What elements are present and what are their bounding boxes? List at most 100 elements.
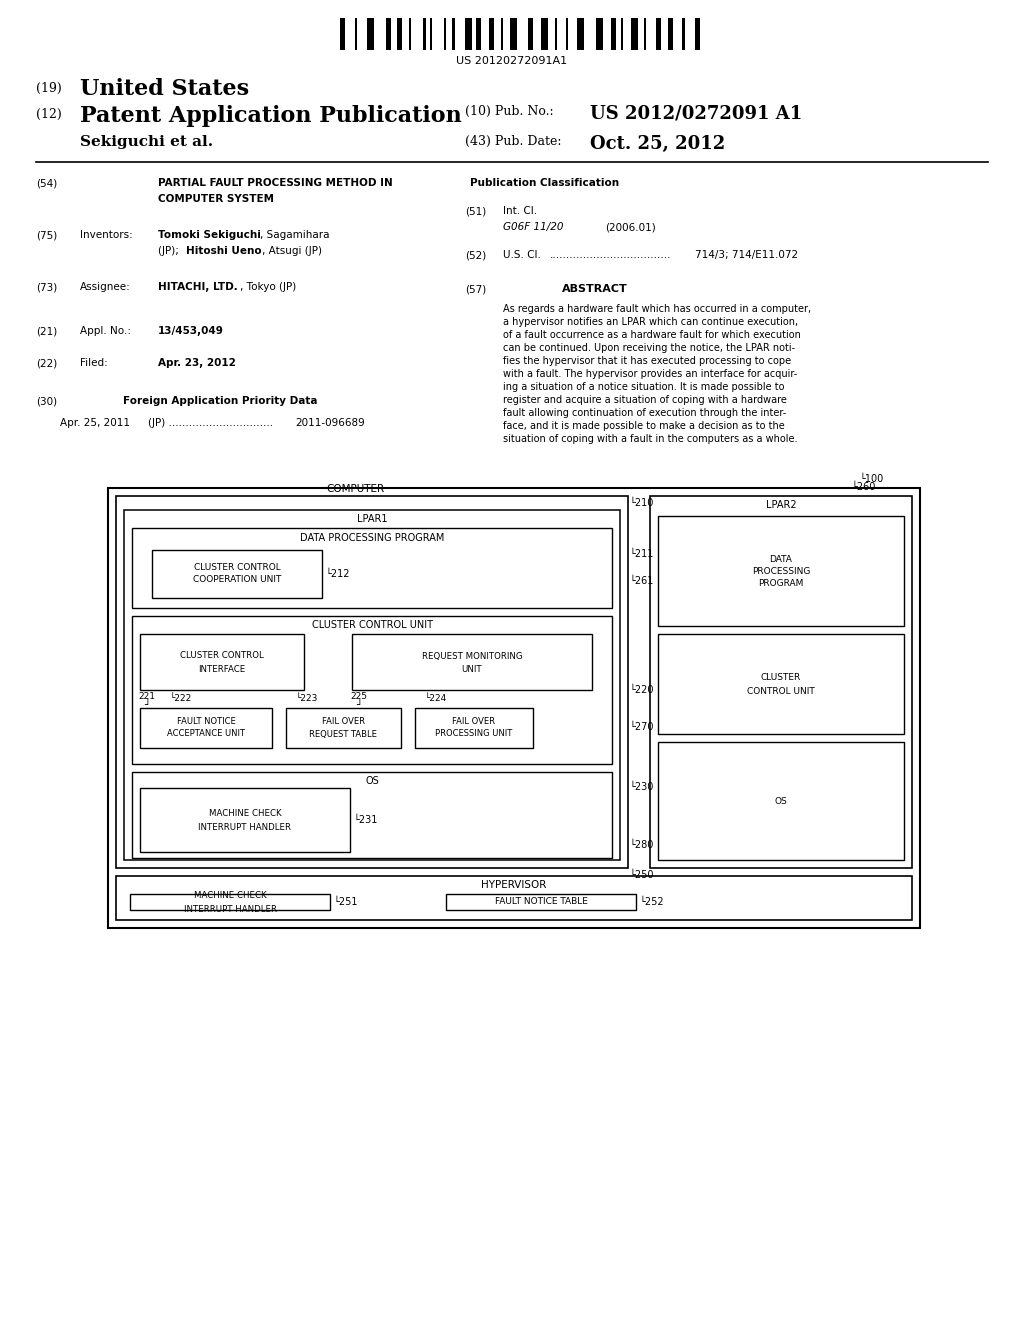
Text: 13/453,049: 13/453,049: [158, 326, 224, 337]
Bar: [621, 18, 623, 50]
Bar: [140, 634, 304, 690]
Bar: [444, 18, 446, 50]
Text: (73): (73): [36, 282, 57, 292]
Text: As regards a hardware fault which has occurred in a computer,: As regards a hardware fault which has oc…: [503, 304, 811, 314]
Text: (2006.01): (2006.01): [605, 222, 655, 232]
Text: (52): (52): [465, 249, 486, 260]
Bar: [566, 18, 568, 50]
Bar: [658, 516, 904, 626]
Text: (12): (12): [36, 108, 61, 121]
Text: (57): (57): [465, 284, 486, 294]
Text: └261: └261: [630, 576, 654, 586]
Text: Apr. 25, 2011: Apr. 25, 2011: [60, 418, 130, 428]
Text: (75): (75): [36, 230, 57, 240]
Text: Hitoshi Ueno: Hitoshi Ueno: [186, 246, 261, 256]
Text: └270: └270: [630, 722, 654, 733]
Text: FAIL OVER: FAIL OVER: [322, 718, 365, 726]
Text: Filed:: Filed:: [80, 358, 108, 368]
Text: (10) Pub. No.:: (10) Pub. No.:: [465, 106, 554, 117]
Text: (51): (51): [465, 206, 486, 216]
Text: (21): (21): [36, 326, 57, 337]
Text: UNIT: UNIT: [462, 664, 482, 673]
Text: G06F 11/20: G06F 11/20: [503, 222, 563, 232]
Text: , Sagamihara: , Sagamihara: [260, 230, 330, 240]
Text: Apr. 23, 2012: Apr. 23, 2012: [158, 358, 236, 368]
Text: └251: └251: [334, 898, 358, 907]
Text: CLUSTER CONTROL: CLUSTER CONTROL: [180, 652, 264, 660]
Text: FAULT NOTICE TABLE: FAULT NOTICE TABLE: [495, 898, 588, 907]
Bar: [397, 18, 402, 50]
Text: └211: └211: [630, 549, 654, 558]
Bar: [124, 510, 620, 861]
Text: can be continued. Upon receiving the notice, the LPAR noti-: can be continued. Upon receiving the not…: [503, 343, 795, 352]
Text: ACCEPTANCE UNIT: ACCEPTANCE UNIT: [167, 730, 245, 738]
Text: └280: └280: [630, 840, 654, 850]
Bar: [650, 496, 912, 869]
Text: CLUSTER CONTROL: CLUSTER CONTROL: [194, 564, 281, 573]
Text: Patent Application Publication: Patent Application Publication: [80, 106, 462, 127]
Text: (19): (19): [36, 82, 61, 95]
Text: ABSTRACT: ABSTRACT: [562, 284, 628, 294]
Text: COOPERATION UNIT: COOPERATION UNIT: [193, 576, 282, 585]
Text: └252: └252: [640, 898, 665, 907]
Text: FAIL OVER: FAIL OVER: [453, 718, 496, 726]
Bar: [501, 18, 503, 50]
Bar: [631, 18, 638, 50]
Text: (54): (54): [36, 178, 57, 187]
Text: FAULT NOTICE: FAULT NOTICE: [176, 718, 236, 726]
Text: └100: └100: [860, 474, 885, 484]
Text: └260: └260: [852, 482, 877, 492]
Text: Publication Classification: Publication Classification: [470, 178, 620, 187]
Text: register and acquire a situation of coping with a hardware: register and acquire a situation of copi…: [503, 395, 786, 405]
Text: Foreign Application Priority Data: Foreign Application Priority Data: [123, 396, 317, 407]
Bar: [658, 742, 904, 861]
Bar: [367, 18, 374, 50]
Text: (JP);: (JP);: [158, 246, 182, 256]
Bar: [528, 18, 534, 50]
Text: └212: └212: [326, 569, 350, 579]
Text: PROGRAM: PROGRAM: [759, 578, 804, 587]
Text: ing a situation of a notice situation. It is made possible to: ing a situation of a notice situation. I…: [503, 381, 784, 392]
Bar: [140, 788, 350, 851]
Bar: [130, 894, 330, 909]
Bar: [116, 496, 628, 869]
Bar: [340, 18, 345, 50]
Text: Int. Cl.: Int. Cl.: [503, 206, 538, 216]
Text: ....................................: ....................................: [550, 249, 672, 260]
Text: Inventors:: Inventors:: [80, 230, 133, 240]
Text: └231: └231: [354, 814, 379, 825]
Text: REQUEST TABLE: REQUEST TABLE: [309, 730, 377, 738]
Bar: [140, 708, 272, 748]
Text: 225: 225: [350, 692, 367, 701]
Text: REQUEST MONITORING: REQUEST MONITORING: [422, 652, 522, 660]
Text: ┘: ┘: [144, 700, 150, 710]
Text: United States: United States: [80, 78, 249, 100]
Text: Appl. No.:: Appl. No.:: [80, 326, 131, 337]
Bar: [409, 18, 411, 50]
Bar: [430, 18, 432, 50]
Bar: [446, 894, 636, 909]
Text: 221: 221: [138, 692, 155, 701]
Bar: [352, 634, 592, 690]
Text: LPAR1: LPAR1: [356, 513, 387, 524]
Text: PARTIAL FAULT PROCESSING METHOD IN: PARTIAL FAULT PROCESSING METHOD IN: [158, 178, 393, 187]
Text: Tomoki Sekiguchi: Tomoki Sekiguchi: [158, 230, 261, 240]
Text: (43) Pub. Date:: (43) Pub. Date:: [465, 135, 561, 148]
Text: INTERFACE: INTERFACE: [199, 664, 246, 673]
Bar: [355, 18, 357, 50]
Bar: [108, 488, 920, 928]
Bar: [510, 18, 517, 50]
Text: (JP) ...............................: (JP) ...............................: [148, 418, 273, 428]
Text: PROCESSING: PROCESSING: [752, 566, 810, 576]
Bar: [286, 708, 401, 748]
Bar: [668, 18, 673, 50]
Text: HYPERVISOR: HYPERVISOR: [481, 880, 547, 890]
Bar: [555, 18, 557, 50]
Bar: [541, 18, 548, 50]
Text: with a fault. The hypervisor provides an interface for acquir-: with a fault. The hypervisor provides an…: [503, 370, 798, 379]
Text: , Atsugi (JP): , Atsugi (JP): [262, 246, 322, 256]
Text: CLUSTER CONTROL UNIT: CLUSTER CONTROL UNIT: [311, 620, 432, 630]
Text: MACHINE CHECK: MACHINE CHECK: [209, 809, 282, 818]
Bar: [132, 528, 612, 609]
Bar: [452, 18, 455, 50]
